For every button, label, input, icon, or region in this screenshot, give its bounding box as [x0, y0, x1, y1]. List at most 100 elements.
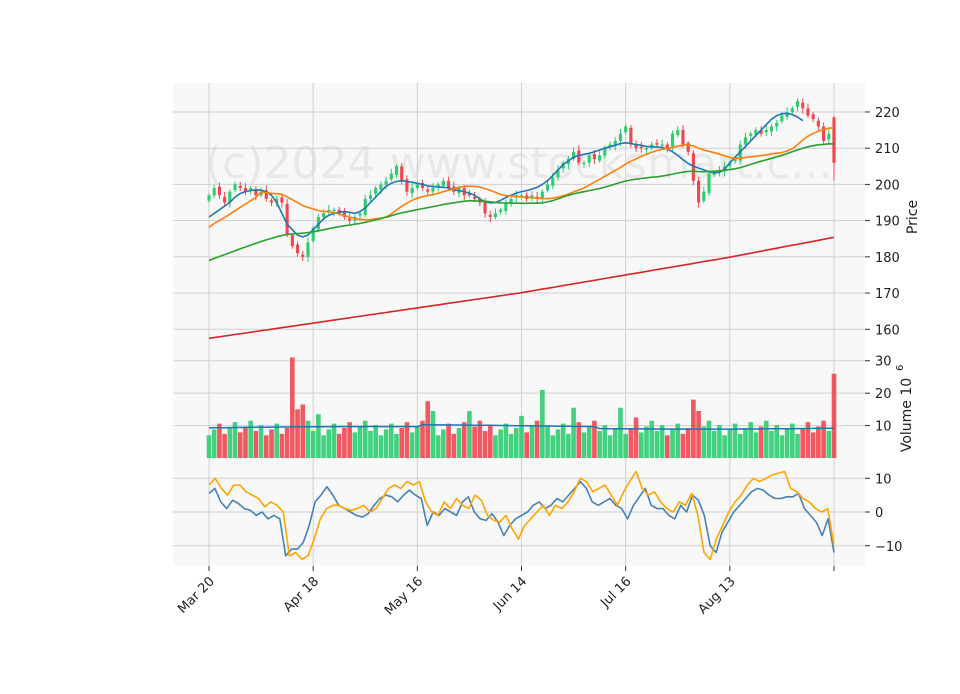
price-tick-label: 200: [875, 178, 900, 193]
price-panel-bg: [173, 83, 865, 351]
candle-down: [592, 153, 596, 160]
volume-bar-down: [472, 426, 477, 458]
candle-up: [608, 144, 612, 147]
volume-bar-up: [560, 423, 566, 458]
candle-down: [816, 120, 820, 127]
volume-bar-down: [347, 422, 352, 458]
candle-down: [405, 179, 409, 192]
candle-up: [754, 130, 758, 136]
volume-bar-down: [665, 435, 670, 458]
volume-bar-up: [753, 432, 759, 458]
candle-up: [707, 173, 711, 194]
volume-bar-up: [227, 428, 233, 458]
price-axis-title: Price: [905, 200, 921, 234]
volume-bar-down: [279, 433, 285, 458]
volume-bar-up: [211, 429, 217, 458]
volume-ma-line: [209, 423, 835, 430]
volume-bar-up: [638, 432, 644, 458]
volume-bar-up: [581, 432, 587, 458]
candle-up: [728, 162, 732, 167]
volume-bar-up: [545, 425, 550, 458]
candle-down: [801, 102, 805, 109]
price-tick-label: 220: [875, 106, 900, 121]
oscillator-line-b: [208, 470, 835, 561]
volume-bar-up: [701, 426, 707, 458]
volume-bar-down: [534, 420, 540, 458]
volume-bar-down: [284, 428, 290, 458]
volume-bar-up: [795, 433, 800, 458]
volume-bar-up: [529, 426, 535, 458]
volume-tick-label: 20: [875, 387, 892, 402]
candle-up: [676, 130, 680, 136]
volume-bar-down: [628, 428, 634, 458]
volume-bar-up: [503, 423, 509, 458]
candle-up: [618, 133, 623, 141]
candle-up: [827, 133, 831, 140]
candle-down: [238, 185, 242, 189]
candle-up: [499, 209, 503, 212]
volume-bar-up: [305, 420, 311, 458]
volume-bar-up: [456, 428, 462, 458]
volume-bar-up: [415, 426, 420, 458]
volume-bar-up: [388, 423, 394, 458]
candle-down: [400, 166, 404, 181]
candle-down: [759, 130, 763, 134]
volume-bar-up: [743, 428, 748, 458]
candle-down: [634, 144, 638, 149]
candle-up: [780, 115, 784, 122]
volume-bar-up: [383, 429, 389, 458]
candle-up: [332, 209, 336, 212]
volume-bar-up: [566, 433, 571, 458]
candle-down: [681, 130, 685, 145]
volume-axis-title: Volume 10: [899, 378, 915, 452]
volume-bar-up: [586, 426, 592, 458]
candle-up: [598, 155, 602, 161]
candle-up: [670, 133, 675, 147]
candle-down: [806, 108, 810, 116]
candle-up: [504, 202, 508, 212]
volume-bar-down: [831, 373, 837, 458]
volume-bar-down: [217, 423, 222, 458]
volume-bar-down: [477, 420, 483, 458]
candle-up: [743, 137, 748, 145]
volume-bar-up: [362, 420, 368, 458]
candle-up: [764, 130, 768, 133]
volume-bar-up: [316, 414, 321, 458]
volume-bar-up: [706, 420, 712, 458]
candle-down: [822, 126, 826, 141]
volume-bar-up: [779, 435, 785, 458]
volume-bar-up: [555, 429, 561, 458]
volume-bar-up: [612, 429, 618, 458]
candle-up: [249, 188, 253, 191]
volume-bar-up: [274, 423, 280, 458]
candle-up: [275, 198, 279, 203]
candle-down: [577, 150, 581, 163]
volume-bar-up: [394, 433, 399, 458]
candle-down: [223, 196, 227, 203]
volume-bar-down: [237, 432, 243, 458]
price-tick-label: 190: [875, 215, 900, 230]
volume-bar-up: [618, 407, 623, 458]
candle-down: [629, 127, 633, 145]
volume-bar-down: [290, 357, 295, 458]
candle-down: [426, 189, 430, 192]
volume-bar-up: [602, 425, 608, 458]
volume-bar-up: [722, 435, 727, 458]
candle-down: [269, 200, 274, 203]
volume-bar-down: [446, 423, 451, 458]
candle-up: [587, 155, 591, 163]
candle-up: [624, 126, 628, 133]
candle-up: [603, 148, 607, 156]
candle-up: [530, 195, 534, 198]
volume-bar-up: [430, 410, 436, 458]
volume-bar-down: [696, 410, 701, 458]
candle-up: [733, 159, 737, 162]
candle-up: [228, 191, 232, 203]
volume-bar-up: [373, 425, 378, 458]
candle-down: [655, 143, 659, 145]
volume-bar-up: [206, 435, 212, 458]
x-tick-label: Mar 20: [175, 574, 218, 617]
candle-down: [217, 186, 221, 196]
volume-bar-up: [732, 423, 738, 458]
candle-up: [795, 101, 800, 107]
